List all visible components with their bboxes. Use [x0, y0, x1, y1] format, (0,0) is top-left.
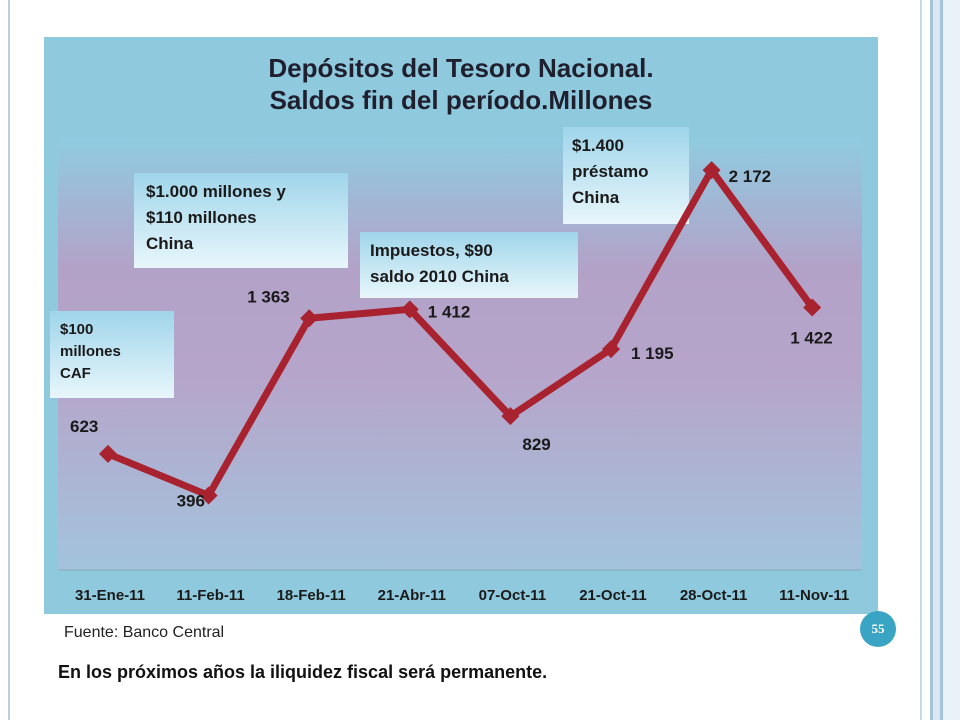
x-tick-label: 21-Abr-11: [378, 587, 446, 604]
slide-frame-right: [918, 0, 960, 720]
x-tick-label: 11-Feb-11: [176, 587, 244, 604]
source-note: Fuente: Banco Central: [64, 624, 225, 641]
x-tick-label: 31-Ene-11: [75, 587, 145, 604]
annotation-line: $1.400: [572, 136, 624, 155]
data-point-marker: [199, 486, 218, 505]
data-label: 623: [70, 417, 98, 436]
data-point-marker: [602, 340, 620, 359]
data-point-marker: [803, 298, 822, 317]
slide-caption: En los próximos años la iliquidez fiscal…: [58, 662, 548, 682]
data-point-marker: [501, 407, 520, 426]
chart-title-line-2: Saldos fin del período.Millones: [269, 85, 653, 115]
annotation-line: millones: [60, 343, 121, 360]
annotation-line: CAF: [60, 365, 91, 382]
data-label: 829: [522, 435, 550, 454]
x-tick-label: 07-Oct-11: [479, 587, 547, 604]
data-label: 1 363: [247, 287, 290, 306]
chart-title-line-1: Depósitos del Tesoro Nacional.: [268, 53, 654, 83]
annotation-impuestos: Impuestos, $90 saldo 2010 China: [360, 232, 578, 298]
data-label: 1 422: [790, 328, 833, 347]
x-tick-label: 18-Feb-11: [277, 587, 346, 604]
data-point-marker: [300, 309, 319, 328]
annotation-line: China: [572, 188, 620, 207]
x-tick-label: 21-Oct-11: [579, 587, 647, 604]
data-point-marker: [702, 161, 721, 180]
series-line: [106, 166, 816, 499]
annotation-china-1000: $1.000 millones y $110 millones China: [134, 173, 348, 268]
page-number-badge: 55: [860, 611, 896, 647]
data-point-marker: [99, 444, 117, 463]
annotation-line: préstamo: [572, 162, 649, 181]
annotation-line: Impuestos, $90: [370, 241, 493, 260]
chart-title: Depósitos del Tesoro Nacional. Saldos fi…: [44, 52, 878, 116]
annotation-line: $1.000 millones y: [146, 182, 286, 201]
annotation-line: saldo 2010 China: [370, 267, 509, 286]
annotation-line: $110 millones: [146, 208, 257, 227]
annotation-line: $100: [60, 321, 94, 338]
data-label: 396: [177, 491, 205, 510]
annotation-line: China: [146, 234, 194, 253]
data-point-marker: [400, 300, 419, 319]
slide-frame-left: [0, 0, 10, 720]
x-tick-label: 28-Oct-11: [680, 587, 748, 604]
data-label: 1 412: [428, 302, 471, 321]
annotation-caf: $100 millones CAF: [50, 311, 174, 398]
data-label: 1 195: [631, 344, 674, 363]
data-label: 2 172: [729, 167, 772, 186]
x-tick-label: 11-Nov-11: [779, 587, 849, 604]
annotation-prestamo-china: $1.400 préstamo China: [563, 127, 689, 224]
